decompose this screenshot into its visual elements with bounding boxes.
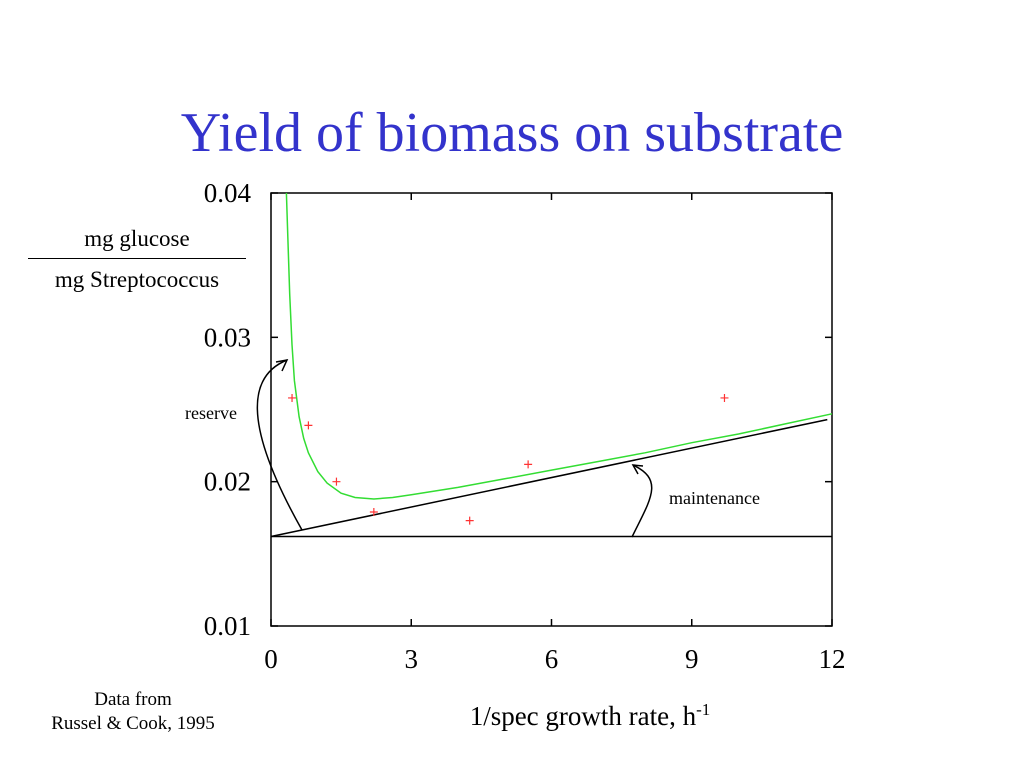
data-points (288, 393, 729, 525)
slide-title: Yield of biomass on substrate (180, 102, 844, 164)
y-axis-label-denominator: mg Streptococcus (54, 267, 220, 292)
plot-frame (270, 192, 833, 627)
y-tick-label: 0.02 (204, 467, 251, 497)
data-source-line-2: Russel & Cook, 1995 (51, 713, 215, 734)
annotation-reserve: reserve (185, 403, 237, 423)
reserve-arrowhead (275, 359, 289, 372)
x-axis-label-text: 1/spec growth rate, h (469, 701, 697, 731)
data-point (369, 507, 378, 516)
data-source-note: Data from Russel & Cook, 1995 (18, 688, 248, 736)
axis-ticks (270, 192, 833, 627)
y-tick-label: 0.04 (204, 178, 252, 208)
x-tick-label: 0 (264, 644, 278, 674)
x-axis-label-superscript: -1 (696, 700, 711, 719)
maintenance-bracket-arrow (631, 464, 653, 538)
data-point (465, 516, 474, 525)
x-tick-label: 6 (545, 644, 559, 674)
maintenance-arrowhead (631, 464, 644, 475)
x-axis-label: 1/spec growth rate, h-1 (400, 700, 780, 732)
reserve-bracket-arrow (256, 359, 303, 531)
series-lines (270, 192, 833, 538)
data-point (524, 460, 533, 469)
data-source-line-1: Data from (94, 689, 172, 710)
x-tick-label: 9 (685, 644, 699, 674)
y-tick-labels: 0.01 0.02 0.03 0.04 (204, 178, 252, 641)
x-tick-labels: 0 3 6 9 12 (264, 644, 845, 674)
x-tick-label: 12 (819, 644, 846, 674)
y-tick-label: 0.01 (204, 611, 251, 641)
y-axis-label-numerator: mg glucose (28, 226, 246, 259)
data-point (288, 393, 297, 402)
data-point (720, 393, 729, 402)
y-tick-label: 0.03 (204, 322, 251, 352)
x-tick-label: 3 (405, 644, 419, 674)
data-point (332, 477, 341, 486)
data-point (304, 421, 313, 430)
annotation-maintenance: maintenance (669, 488, 760, 508)
maintenance-line (270, 418, 828, 538)
fit-curve (285, 192, 833, 500)
y-axis-label: mg glucose mg Streptococcus (28, 226, 246, 293)
